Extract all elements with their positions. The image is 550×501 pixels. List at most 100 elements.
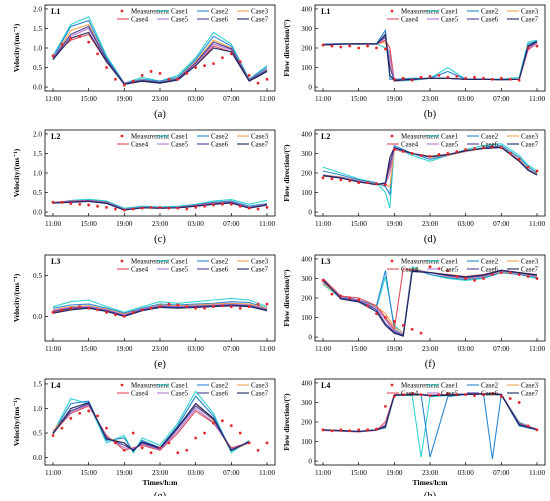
y-tick-label: 400 [301,5,312,13]
measurement-point [176,451,180,455]
series-line-case6 [52,25,268,85]
measurement-point [491,273,494,276]
measurement-point [401,393,405,397]
panel-caption: (c) [154,234,166,245]
x-tick-label: 23:00 [152,220,169,228]
y-tick-label: 1.5 [33,150,42,158]
measurement-point [419,331,423,335]
measurement-point [375,46,378,50]
measurement-point [473,394,476,398]
measurement-point [96,204,99,208]
legend-label: Case5 [441,140,459,148]
measurement-point [464,393,468,397]
measurement-point [167,441,171,445]
measurement-point [167,77,171,81]
legend-label: Case1 [441,132,459,140]
series-line-case6 [322,35,538,82]
measurement-point [265,77,269,81]
x-tick-label: 11:00 [45,345,62,353]
measurement-point [140,206,144,210]
measurement-point [122,83,126,87]
legend-label: Case3 [251,257,269,265]
measurement-point [256,448,260,452]
legend-label: Case6 [211,389,229,397]
measurement-point [384,47,387,51]
legend-label: Case2 [211,132,229,140]
x-tick-label: 07:00 [493,220,510,228]
measurement-point [96,52,99,56]
measurement-point [51,200,55,204]
measurement-point [185,207,189,211]
x-axis-label: Times/h:m [143,478,179,487]
y-tick-label: 2.0 [33,5,42,13]
measurement-point [78,34,82,38]
measurement-point [221,419,224,423]
measurement-point [366,44,369,48]
y-tick-label: 100 [301,438,312,446]
y-tick-label: 100 [301,64,312,72]
measurement-point [265,302,269,306]
measurement-point [348,429,352,433]
measurement-point [375,182,378,186]
y-tick-label: 0.0 [33,209,42,217]
measurement-point [203,431,206,435]
measurement-point [131,310,135,314]
panel-tag: L3 [321,257,330,266]
x-tick-label: 15:00 [350,220,367,228]
measurement-point [491,145,494,149]
panel-caption: (g) [154,491,167,496]
plot-frame [44,254,276,342]
y-tick-label: 0.5 [33,64,42,72]
measurement-point [149,70,153,73]
series-line-case1 [52,297,268,313]
legend-label: Measurement [401,257,439,265]
measurement-point [203,204,206,208]
legend-label: Case1 [171,132,189,140]
measurement-point [508,77,512,81]
x-tick-label: 23:00 [422,469,439,477]
measurement-point [176,206,180,210]
x-tick-label: 19:00 [116,95,133,103]
measurement-point [194,206,198,209]
chart-panel-h: 0 100 200 300 400 11:00 15:00 19:00 23:00 03:00 07… [282,378,545,501]
y-tick-label: 0.5 [33,430,42,438]
measurement-point [60,426,64,430]
measurement-point [419,393,423,397]
legend: Measurement Case1 Case2 Case3 Case4 Case5 Case… [117,257,269,273]
measurement-point [446,75,450,79]
measurement-point [78,412,82,415]
y-tick-label: 1.0 [33,170,42,178]
series-line-case1 [52,390,250,454]
measurement-point [212,305,215,308]
legend-label: Measurement [401,7,439,15]
legend-marker-measurement [390,259,394,263]
legend-label: Case6 [211,15,229,23]
measurement-point [87,40,91,44]
measurement-point [473,147,476,150]
legend-marker-measurement [390,134,394,138]
plot-frame [44,378,276,466]
legend-label: Case7 [521,389,539,397]
x-tick-label: 11:00 [45,95,62,103]
chart-panel-g: 0.0 0.5 1.0 1.5 11:00 15:00 19:00 23:00 03:00 07:… [12,378,276,501]
measurement-point [330,292,334,296]
measurement-point [357,181,361,185]
measurement-point [339,294,343,298]
legend-label: Measurement [131,381,169,389]
measurement-point [238,431,242,435]
series-line-case7 [322,33,538,81]
measurement-point [185,72,189,75]
measurement-point [535,44,539,48]
y-tick-label: 400 [301,255,312,263]
legend-label: Case2 [211,257,229,265]
measurement-point [51,310,55,314]
series-line-case6 [322,269,538,336]
measurement-point [446,392,450,396]
measurement-point [464,76,468,80]
measurement-point [428,74,432,78]
measurement-point [221,304,224,308]
measurement-point [482,76,485,80]
legend-label: Case6 [481,140,499,148]
measurement-point [122,208,126,212]
